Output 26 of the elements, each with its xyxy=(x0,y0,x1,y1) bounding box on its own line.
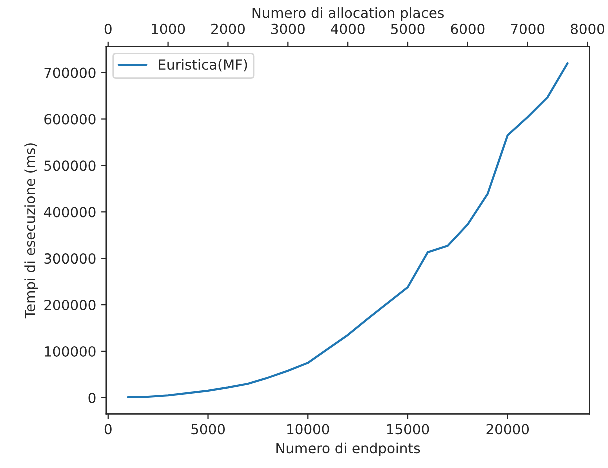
x2-tick-label: 8000 xyxy=(571,24,605,34)
x2-tick-label: 0 xyxy=(104,24,112,34)
y-tick-label: 400000 xyxy=(44,207,96,218)
x2-tick-label: 1000 xyxy=(152,24,186,34)
x2-tick-label: 2000 xyxy=(212,24,245,34)
x-tick-label: 10000 xyxy=(288,424,330,435)
y-tick-label: 300000 xyxy=(44,254,96,264)
y-tick-label: 200000 xyxy=(44,300,96,311)
x-tick-label: 20000 xyxy=(486,424,530,435)
x-tick-label: 0 xyxy=(104,424,112,435)
x2-tick-label: 7000 xyxy=(511,24,545,34)
x2-tick-label: 3000 xyxy=(272,24,305,34)
legend-label: Euristica(MF) xyxy=(159,59,248,72)
x-tick-label: 5000 xyxy=(192,424,226,435)
x2-tick-label: 4000 xyxy=(331,24,365,34)
y-axis-title: Tempi di esecuzione (ms) xyxy=(24,144,38,319)
y-tick-label: 600000 xyxy=(44,114,96,125)
x-axis-title: Numero di endpoints xyxy=(276,442,420,456)
y-tick-label: 0 xyxy=(88,392,96,404)
y-tick-label: 500000 xyxy=(44,160,96,172)
y-tick-label: 700000 xyxy=(44,68,96,78)
x2-tick-label: 5000 xyxy=(391,24,425,34)
x2-tick-label: 6000 xyxy=(451,24,485,34)
x2-axis-title: Numero di allocation places xyxy=(252,8,444,21)
x-tick-label: 15000 xyxy=(387,424,430,435)
y-tick-label: 100000 xyxy=(45,346,96,357)
